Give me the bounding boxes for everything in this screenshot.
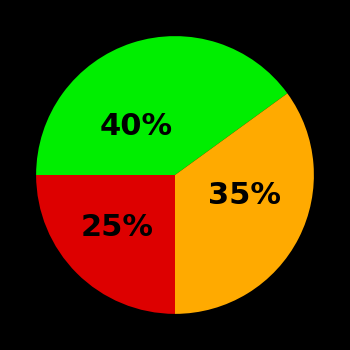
Wedge shape — [175, 93, 314, 314]
Wedge shape — [36, 175, 175, 314]
Text: 25%: 25% — [80, 213, 153, 242]
Text: 35%: 35% — [208, 181, 281, 210]
Wedge shape — [36, 36, 287, 175]
Text: 40%: 40% — [99, 112, 173, 141]
